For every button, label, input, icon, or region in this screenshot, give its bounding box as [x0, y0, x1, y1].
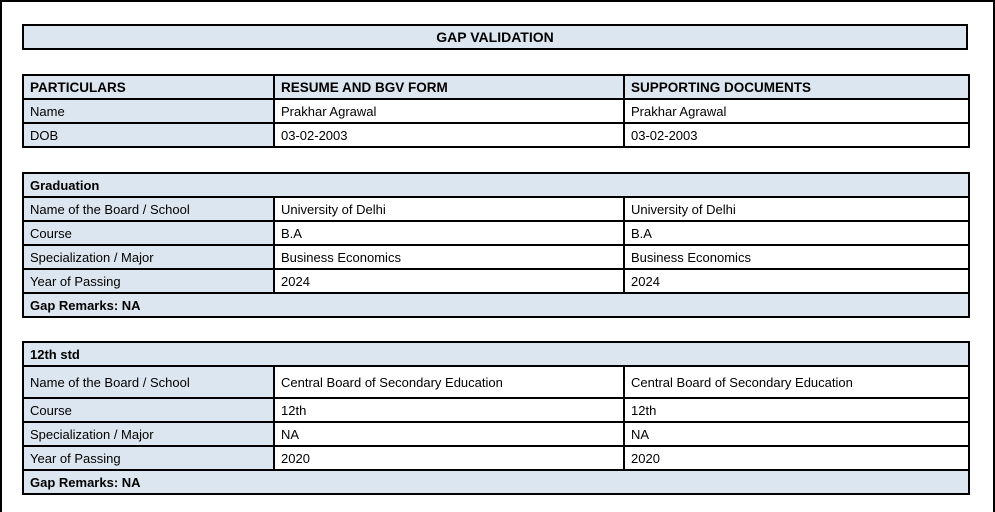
header-supporting-documents: SUPPORTING DOCUMENTS [623, 74, 970, 100]
gap-remarks-row: Gap Remarks: NA [22, 292, 970, 318]
table-row-specialization: Specialization / Major Business Economic… [22, 244, 970, 270]
table-row-specialization: Specialization / Major NA NA [22, 421, 970, 447]
gap-validation-title-bar: GAP VALIDATION [22, 24, 968, 50]
row-label-cell: Name of the Board / School [22, 196, 275, 222]
section-title-row: Graduation [22, 172, 970, 198]
supporting-value-cell: 2020 [623, 445, 970, 471]
row-label-cell: Course [22, 397, 275, 423]
row-label-cell: Specialization / Major [22, 421, 275, 447]
resume-value-cell: Central Board of Secondary Education [273, 365, 625, 399]
supporting-value-cell: 12th [623, 397, 970, 423]
page-title: GAP VALIDATION [436, 29, 554, 45]
gap-remarks-graduation: Gap Remarks: NA [22, 292, 970, 318]
resume-value-cell: 03-02-2003 [273, 122, 625, 148]
table-row-name: Name Prakhar Agrawal Prakhar Agrawal [22, 98, 970, 124]
table-row-board-school: Name of the Board / School University of… [22, 196, 970, 222]
gap-remarks-row: Gap Remarks: NA [22, 469, 970, 495]
header-resume-bgv-form: RESUME AND BGV FORM [273, 74, 625, 100]
table-header-row: PARTICULARS RESUME AND BGV FORM SUPPORTI… [22, 74, 970, 100]
section-title-row: 12th std [22, 341, 970, 367]
supporting-value-cell: 03-02-2003 [623, 122, 970, 148]
document-page: GAP VALIDATION PARTICULARS RESUME AND BG… [2, 2, 970, 495]
twelfth-std-section-table: 12th std Name of the Board / School Cent… [22, 341, 970, 495]
resume-value-cell: NA [273, 421, 625, 447]
resume-value-cell: Prakhar Agrawal [273, 98, 625, 124]
supporting-value-cell: Central Board of Secondary Education [623, 365, 970, 399]
row-label-cell: Specialization / Major [22, 244, 275, 270]
resume-value-cell: B.A [273, 220, 625, 246]
row-label-cell: Name of the Board / School [22, 365, 275, 399]
resume-value-cell: 2020 [273, 445, 625, 471]
resume-value-cell: 2024 [273, 268, 625, 294]
table-row-year-of-passing: Year of Passing 2024 2024 [22, 268, 970, 294]
table-row-course: Course B.A B.A [22, 220, 970, 246]
section-title-graduation: Graduation [22, 172, 970, 198]
supporting-value-cell: B.A [623, 220, 970, 246]
supporting-value-cell: Business Economics [623, 244, 970, 270]
gap-remarks-12th-std: Gap Remarks: NA [22, 469, 970, 495]
resume-value-cell: University of Delhi [273, 196, 625, 222]
resume-value-cell: 12th [273, 397, 625, 423]
table-row-course: Course 12th 12th [22, 397, 970, 423]
supporting-value-cell: NA [623, 421, 970, 447]
supporting-value-cell: 2024 [623, 268, 970, 294]
particulars-table: PARTICULARS RESUME AND BGV FORM SUPPORTI… [22, 74, 970, 148]
table-row-year-of-passing: Year of Passing 2020 2020 [22, 445, 970, 471]
row-label-cell: DOB [22, 122, 275, 148]
supporting-value-cell: Prakhar Agrawal [623, 98, 970, 124]
row-label-cell: Name [22, 98, 275, 124]
row-label-cell: Year of Passing [22, 268, 275, 294]
table-row-board-school: Name of the Board / School Central Board… [22, 365, 970, 399]
row-label-cell: Year of Passing [22, 445, 275, 471]
resume-value-cell: Business Economics [273, 244, 625, 270]
supporting-value-cell: University of Delhi [623, 196, 970, 222]
row-label-cell: Course [22, 220, 275, 246]
header-particulars: PARTICULARS [22, 74, 275, 100]
table-row-dob: DOB 03-02-2003 03-02-2003 [22, 122, 970, 148]
section-title-12th-std: 12th std [22, 341, 970, 367]
graduation-section-table: Graduation Name of the Board / School Un… [22, 172, 970, 318]
